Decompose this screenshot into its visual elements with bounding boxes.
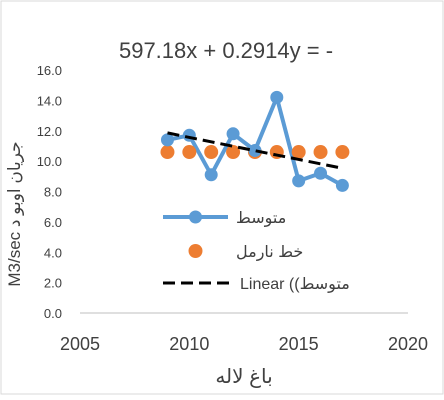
normal-line-point [335,145,350,160]
y-axis-title: M3/sec جریان اوبو د [5,141,24,286]
average-series-point [226,127,240,141]
plot-area [160,90,350,192]
average-series-point [160,133,174,147]
average-series-point [314,166,328,180]
y-tick-label: 0.0 [44,306,62,321]
average-series-point [270,90,284,104]
average-series-point [292,174,306,188]
x-tick-label: 2005 [60,334,100,354]
normal-line-point [291,145,306,160]
x-axis-title: باغ لاله [215,366,272,388]
average-series-point [248,143,262,157]
legend-label-normal-line: خط نارمل [236,244,303,262]
normal-line-point [160,145,175,160]
y-tick-label: 8.0 [44,185,62,200]
average-series-point [204,168,218,182]
y-tick-label: 10.0 [37,154,62,169]
normal-line-point [204,145,219,160]
legend-label-average: متوسط [236,210,286,228]
x-tick-labels: 2005 2010 2015 2020 [60,334,428,354]
y-tick-labels: 0.0 2.0 4.0 6.0 8.0 10.0 12.0 14.0 16.0 [37,63,62,321]
x-tick-label: 2015 [279,334,319,354]
normal-line-point [313,145,328,160]
x-tick-label: 2020 [388,334,428,354]
normal-line-point [182,145,197,160]
y-tick-label: 12.0 [37,124,62,139]
linear-trend-line [167,131,343,170]
y-tick-label: 2.0 [44,276,62,291]
y-tick-label: 16.0 [37,63,62,78]
average-series-point [335,178,349,192]
legend-marker-average [189,210,202,224]
y-tick-label: 4.0 [44,245,62,260]
x-tick-label: 2010 [169,334,209,354]
legend-label-linear-trend: Linear ((متوسط [240,276,350,294]
legend: متوسط خط نارمل Linear ((متوسط [163,210,350,294]
y-tick-label: 6.0 [44,215,62,230]
chart-title: 597.18x + 0.2914y = - [119,38,333,63]
legend-marker-normal-line [188,244,203,258]
y-tick-label: 14.0 [37,93,62,108]
normal-line-point [226,145,241,160]
